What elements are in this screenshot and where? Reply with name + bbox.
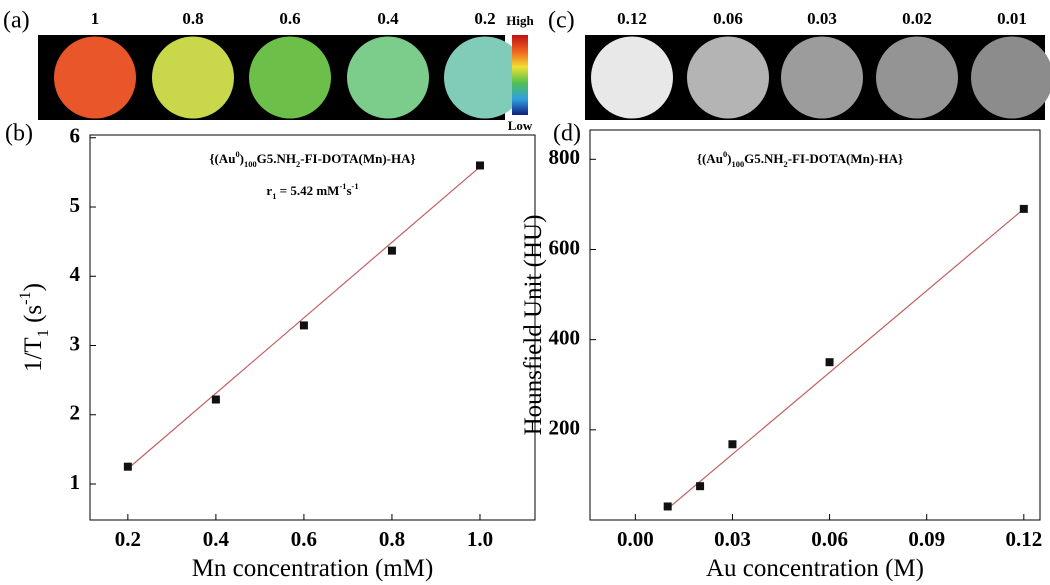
text-segment: -1 bbox=[16, 291, 34, 305]
sample-well bbox=[591, 37, 673, 119]
y-tick-label: 5 bbox=[70, 193, 81, 217]
panel-label: (b) bbox=[5, 121, 33, 147]
data-point bbox=[696, 482, 704, 490]
text-segment: = 5.42 mM bbox=[276, 183, 339, 198]
text-segment: G5.NH bbox=[257, 151, 296, 166]
x-tick-label: 0.2 bbox=[115, 527, 141, 551]
data-point bbox=[826, 358, 834, 366]
x-tick-label: 0.09 bbox=[908, 527, 945, 551]
data-point bbox=[728, 440, 736, 448]
sample-label: 0.8 bbox=[182, 9, 203, 28]
data-point bbox=[300, 321, 308, 329]
sample-label: 0.2 bbox=[474, 9, 495, 28]
text-segment: 100 bbox=[244, 159, 257, 169]
x-tick-label: 0.8 bbox=[379, 527, 405, 551]
sample-well bbox=[687, 37, 769, 119]
x-tick-label: 1.0 bbox=[467, 527, 493, 551]
sample-well bbox=[249, 37, 331, 119]
annotation: {(Au0)100G5.NH2-FI-DOTA(Mn)-HA} bbox=[209, 149, 415, 169]
data-point bbox=[212, 396, 220, 404]
annotation: r1 = 5.42 mM-1s-1 bbox=[266, 181, 358, 201]
text-segment: Hounsfield Unit (HU) bbox=[520, 215, 547, 436]
sample-label: 1 bbox=[91, 9, 100, 28]
fit-line bbox=[668, 209, 1024, 509]
y-tick-label: 1 bbox=[70, 470, 81, 494]
sample-label: 0.12 bbox=[617, 9, 647, 28]
data-point bbox=[124, 463, 132, 471]
panel-label: (d) bbox=[553, 121, 581, 147]
y-axis-label: 1/T1 (s-1) bbox=[16, 283, 52, 372]
sample-label: 0.06 bbox=[713, 9, 743, 28]
sample-well bbox=[971, 37, 1050, 119]
text-segment: -FI-DOTA(Mn)-HA} bbox=[300, 151, 415, 166]
plot-frame bbox=[590, 130, 1040, 520]
x-tick-label: 0.00 bbox=[617, 527, 654, 551]
fit-line bbox=[128, 167, 480, 469]
scale-high: High bbox=[506, 13, 534, 28]
text-segment: {(Au bbox=[697, 151, 723, 166]
y-tick-label: 200 bbox=[549, 416, 581, 440]
panel-label: (a) bbox=[3, 8, 30, 34]
text-segment: -FI-DOTA(Mn)-HA} bbox=[788, 151, 903, 166]
x-tick-label: 0.6 bbox=[291, 527, 317, 551]
y-axis-label: Hounsfield Unit (HU) bbox=[520, 215, 547, 436]
data-point bbox=[388, 247, 396, 255]
text-segment: 1/T bbox=[20, 337, 47, 372]
x-tick-label: 0.4 bbox=[203, 527, 230, 551]
scale-low: Low bbox=[508, 118, 533, 133]
data-point bbox=[476, 161, 484, 169]
sample-well bbox=[54, 37, 136, 119]
x-axis-label: Mn concentration (mM) bbox=[192, 555, 434, 582]
text-segment: 100 bbox=[732, 159, 745, 169]
sample-label: 0.03 bbox=[807, 9, 837, 28]
panel-label: (c) bbox=[548, 8, 575, 34]
y-tick-label: 600 bbox=[549, 235, 581, 259]
figure: (a) 1 0.8 0.6 0.4 0.2 High Low (c) 0.12 0.06 0.03 0.… bbox=[0, 0, 1050, 585]
x-tick-label: 0.03 bbox=[714, 527, 751, 551]
text-segment: (s bbox=[20, 305, 47, 329]
data-point bbox=[1020, 205, 1028, 213]
data-point bbox=[664, 502, 672, 510]
sample-well bbox=[781, 37, 863, 119]
annotation: {(Au0)100G5.NH2-FI-DOTA(Mn)-HA} bbox=[697, 149, 903, 169]
x-tick-label: 0.12 bbox=[1005, 527, 1042, 551]
text-segment: 1 bbox=[34, 329, 52, 337]
y-tick-label: 6 bbox=[70, 124, 81, 148]
y-tick-label: 4 bbox=[70, 262, 81, 286]
x-tick-label: 0.06 bbox=[811, 527, 848, 551]
text-segment: ) bbox=[20, 283, 47, 291]
y-tick-label: 3 bbox=[70, 331, 81, 355]
sample-label: 0.6 bbox=[279, 9, 300, 28]
text-segment: {(Au bbox=[209, 151, 235, 166]
text-segment: G5.NH bbox=[744, 151, 783, 166]
sample-well bbox=[876, 37, 958, 119]
text-segment: Au concentration (M) bbox=[706, 555, 924, 582]
color-scale bbox=[512, 35, 528, 115]
y-tick-label: 800 bbox=[549, 145, 581, 169]
sample-label: 0.02 bbox=[902, 9, 932, 28]
y-tick-label: 400 bbox=[549, 325, 581, 349]
text-segment: -1 bbox=[339, 181, 346, 191]
x-axis-label: Au concentration (M) bbox=[706, 555, 924, 582]
text-segment: Mn concentration (mM) bbox=[192, 555, 434, 582]
sample-label: 0.01 bbox=[997, 9, 1027, 28]
text-segment: -1 bbox=[352, 181, 359, 191]
sample-well bbox=[347, 37, 429, 119]
sample-label: 0.4 bbox=[377, 9, 399, 28]
sample-well bbox=[152, 37, 234, 119]
y-tick-label: 2 bbox=[70, 401, 81, 425]
